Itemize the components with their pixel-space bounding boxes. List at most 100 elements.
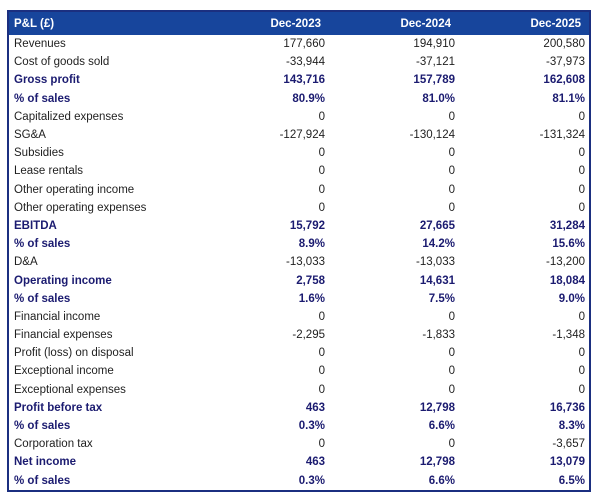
cell-value: 0 (448, 183, 455, 196)
row-label: Revenues (14, 38, 66, 51)
table-row: % of sales 1.6% 7.5% 9.0% (9, 289, 589, 308)
cell-value: 0 (448, 110, 455, 123)
cell-value: 0 (318, 310, 325, 323)
cell-value: 6.5% (558, 474, 585, 487)
row-label: % of sales (14, 474, 71, 487)
table-row: EBITDA 15,792 27,665 31,284 (9, 216, 589, 236)
row-label: Other operating expenses (14, 201, 147, 214)
header-dec-2023: Dec-2023 (270, 17, 321, 30)
cell-value: 0 (578, 110, 585, 123)
cell-value: 12,798 (419, 401, 455, 414)
cell-value: 0 (578, 183, 585, 196)
row-label: Corporation tax (14, 438, 93, 451)
cell-value: 0 (578, 347, 585, 360)
table-row: Capitalized expenses 0 0 0 (9, 107, 589, 126)
cell-value: -37,973 (545, 56, 585, 69)
cell-value: 31,284 (549, 219, 585, 232)
cell-value: -13,033 (285, 256, 325, 269)
cell-value: 463 (305, 456, 325, 469)
cell-value: 0 (448, 365, 455, 378)
cell-value: 0 (318, 183, 325, 196)
cell-value: 81.0% (422, 92, 455, 105)
cell-value: 27,665 (419, 219, 455, 232)
cell-value: 143,716 (283, 74, 325, 87)
table-body: Revenues 177,660 194,910 200,580 Cost of goo… (9, 35, 589, 490)
cell-value: -2,295 (292, 329, 325, 342)
row-label: Capitalized expenses (14, 110, 124, 123)
row-label: Profit (loss) on disposal (14, 347, 134, 360)
cell-value: 0 (578, 365, 585, 378)
table-row: Exceptional expenses 0 0 0 (9, 380, 589, 399)
table-row: Other operating income 0 0 0 (9, 180, 589, 199)
row-label: % of sales (14, 292, 71, 305)
row-label: Exceptional income (14, 365, 114, 378)
cell-value: 0 (448, 383, 455, 396)
cell-value: -33,944 (285, 56, 325, 69)
table-row: Exceptional income 0 0 0 (9, 362, 589, 381)
row-label: D&A (14, 256, 38, 269)
cell-value: 0 (318, 383, 325, 396)
table-row: SG&A -127,924 -130,124 -131,324 (9, 125, 589, 145)
cell-value: 200,580 (543, 38, 585, 51)
pnl-forecast-table: P&L (£) Dec-2023 Dec-2024 Dec-2025 Reven… (7, 10, 591, 492)
table-row: Profit (loss) on disposal 0 0 0 (9, 344, 589, 363)
row-label: Other operating income (14, 183, 135, 196)
cell-value: 81.1% (552, 92, 585, 105)
row-label: Cost of goods sold (14, 56, 110, 69)
cell-value: 2,758 (296, 274, 325, 287)
cell-value: 0 (448, 165, 455, 178)
cell-value: 0 (318, 165, 325, 178)
cell-value: 0 (448, 147, 455, 160)
cell-value: 0 (578, 310, 585, 323)
cell-value: 8.3% (558, 420, 585, 433)
cell-value: 0 (318, 347, 325, 360)
table-row: Corporation tax 0 0 -3,657 (9, 435, 589, 454)
table-row: Other operating expenses 0 0 0 (9, 198, 589, 217)
cell-value: 1.6% (298, 292, 325, 305)
row-label: Financial income (14, 310, 101, 323)
row-label: SG&A (14, 129, 46, 142)
cell-value: 463 (305, 401, 325, 414)
table-row: % of sales 0.3% 6.6% 8.3% (9, 416, 589, 436)
row-label: % of sales (14, 92, 71, 105)
cell-value: 0 (578, 147, 585, 160)
row-label: Lease rentals (14, 165, 84, 178)
row-label: Subsidies (14, 147, 64, 160)
table-header-row: P&L (£) Dec-2023 Dec-2024 Dec-2025 (9, 12, 589, 35)
cell-value: 12,798 (419, 456, 455, 469)
cell-value: 0.3% (298, 474, 325, 487)
cell-value: 0 (318, 110, 325, 123)
table-row: Revenues 177,660 194,910 200,580 (9, 35, 589, 54)
cell-value: -1,833 (422, 329, 455, 342)
cell-value: 6.6% (428, 420, 455, 433)
cell-value: 0 (318, 147, 325, 160)
table-row: Gross profit 143,716 157,789 162,608 (9, 71, 589, 90)
row-label: Profit before tax (14, 401, 103, 414)
cell-value: 9.0% (558, 292, 585, 305)
cell-value: 157,789 (413, 74, 455, 87)
cell-value: -1,348 (552, 329, 585, 342)
cell-value: 7.5% (428, 292, 455, 305)
cell-value: 0 (318, 201, 325, 214)
cell-value: 0 (448, 310, 455, 323)
cell-value: 14.2% (422, 238, 455, 251)
cell-value: 8.9% (298, 238, 325, 251)
cell-value: 16,736 (549, 401, 585, 414)
cell-value: 13,079 (549, 456, 585, 469)
row-label: % of sales (14, 238, 71, 251)
cell-value: 177,660 (283, 38, 325, 51)
cell-value: 15.6% (552, 238, 585, 251)
table-row: % of sales 8.9% 14.2% 15.6% (9, 235, 589, 254)
cell-value: 0 (578, 201, 585, 214)
cell-value: 6.6% (428, 474, 455, 487)
row-label: % of sales (14, 420, 71, 433)
row-label: Exceptional expenses (14, 383, 126, 396)
table-row: % of sales 80.9% 81.0% 81.1% (9, 89, 589, 108)
cell-value: -127,924 (279, 129, 325, 142)
row-label: Net income (14, 456, 76, 469)
row-label: EBITDA (14, 219, 57, 232)
cell-value: 0 (578, 165, 585, 178)
row-label: Gross profit (14, 74, 80, 87)
cell-value: -13,033 (415, 256, 455, 269)
cell-value: 0 (448, 201, 455, 214)
